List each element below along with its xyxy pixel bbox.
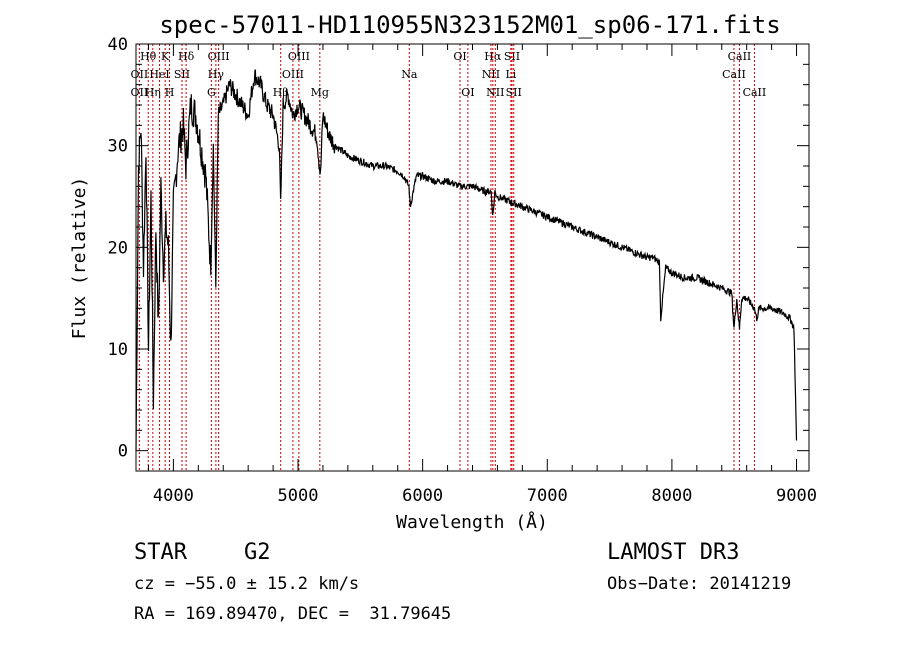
marker-label: NII <box>486 86 504 99</box>
y-tick-label: 20 <box>108 238 128 258</box>
chart-title: spec-57011-HD110955N323152M01_sp06-171.f… <box>159 11 780 39</box>
marker-label: H <box>165 86 175 99</box>
marker-label: CaII <box>743 86 767 99</box>
marker-label: Hδ <box>178 50 195 63</box>
coordinates: RA = 169.89470, DEC = 31.79645 <box>134 604 452 624</box>
y-tick-label: 10 <box>108 340 128 360</box>
x-tick-label: 9000 <box>776 486 817 506</box>
marker-label: OII <box>131 68 149 81</box>
x-tick-label: 8000 <box>651 486 692 506</box>
marker-label: OIII <box>282 68 304 81</box>
marker-label: SII <box>504 50 520 63</box>
marker-label: OIII <box>208 50 230 63</box>
x-tick-label: 4000 <box>153 486 194 506</box>
marker-label: Hβ <box>273 86 289 99</box>
marker-label: CaII <box>728 50 752 63</box>
x-tick-label: 6000 <box>402 486 443 506</box>
object-class: STAR <box>134 540 187 565</box>
plot-frame <box>135 43 810 472</box>
y-tick-label: 40 <box>108 35 128 55</box>
marker-label: OI <box>461 86 474 99</box>
x-tick-label: 7000 <box>527 486 568 506</box>
marker-label: Hθ <box>140 50 157 63</box>
marker-label: Hγ <box>208 68 225 81</box>
marker-label: Mg <box>311 86 329 99</box>
spectrum-line <box>135 69 798 452</box>
marker-label: G <box>207 86 216 99</box>
marker-label: K <box>161 50 170 63</box>
marker-label: OII <box>131 86 149 99</box>
object-subclass: G2 <box>244 540 271 565</box>
marker-label: CaII <box>722 68 746 81</box>
marker-label: Hα <box>484 50 502 63</box>
y-tick-label: 30 <box>108 137 128 157</box>
marker-label: Li <box>505 68 516 81</box>
marker-label: Hη <box>145 86 161 99</box>
marker-label: Na <box>401 68 418 81</box>
marker-label: OIII <box>288 50 310 63</box>
x-tick-label: 5000 <box>278 486 319 506</box>
y-axis-label: Flux (relative) <box>69 177 90 340</box>
x-axis-label: Wavelength (Å) <box>396 511 548 533</box>
axes: 4000 5000 6000 7000 8000 9000 0 10 20 30 40 <box>108 35 817 506</box>
marker-label: NII <box>482 68 500 81</box>
survey-label: LAMOST DR3 <box>607 540 740 565</box>
marker-label: SII <box>174 68 190 81</box>
redshift-cz: cz = −55.0 ± 15.2 km/s <box>134 574 360 594</box>
marker-label: OI <box>453 50 466 63</box>
y-tick-label: 0 <box>118 442 128 462</box>
marker-label: SII <box>506 86 522 99</box>
obs-date: Obs−Date: 20141219 <box>607 574 792 594</box>
